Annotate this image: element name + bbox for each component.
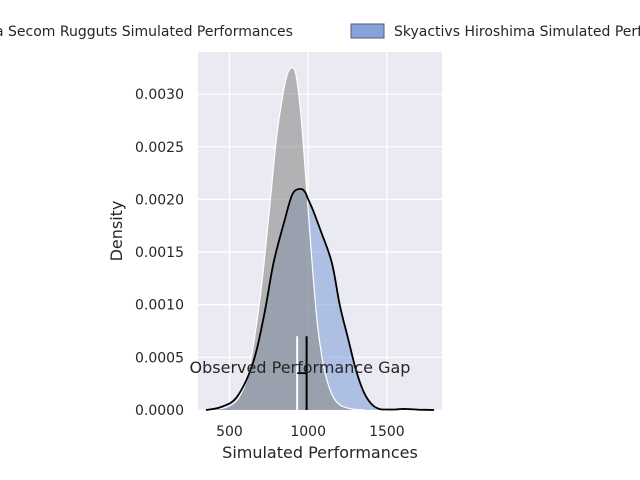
series-2-line xyxy=(205,187,435,411)
marker-layer xyxy=(296,336,308,410)
y-tick-labels: 0.0000 0.0005 0.0010 0.0015 0.0020 0.0025 0.00… xyxy=(135,87,184,419)
annotation-observed-gap: Observed Performance Gap xyxy=(190,358,411,377)
y-tick-label: 0.0005 xyxy=(135,350,184,366)
y-tick-label: 0.0010 xyxy=(135,298,184,314)
legend-label-series-2: Skyactivs Hiroshima Simulated Performanc… xyxy=(394,24,640,40)
x-tick-label: 1500 xyxy=(369,424,405,440)
legend-swatch-series-2 xyxy=(350,23,385,39)
y-tick-label: 0.0015 xyxy=(135,245,184,261)
y-tick-label: 0.0030 xyxy=(135,87,184,103)
x-tick-label: 500 xyxy=(216,424,243,440)
series-1-fill xyxy=(220,67,365,411)
x-tick-label: 1000 xyxy=(290,424,326,440)
y-tick-label: 0.0025 xyxy=(135,140,184,156)
legend-label-series-1: a Secom Rugguts Simulated Performances xyxy=(0,24,293,40)
x-tick-labels: 500 1000 1500 xyxy=(216,424,405,440)
series-1-line xyxy=(219,67,365,411)
x-axis-title: Simulated Performances xyxy=(222,443,418,462)
legend: a Secom Rugguts Simulated Performances S… xyxy=(0,23,640,40)
y-tick-label: 0.0020 xyxy=(135,192,184,208)
y-axis-title: Density xyxy=(107,201,126,262)
series-layer xyxy=(205,67,435,411)
y-tick-label: 0.0000 xyxy=(135,403,184,419)
